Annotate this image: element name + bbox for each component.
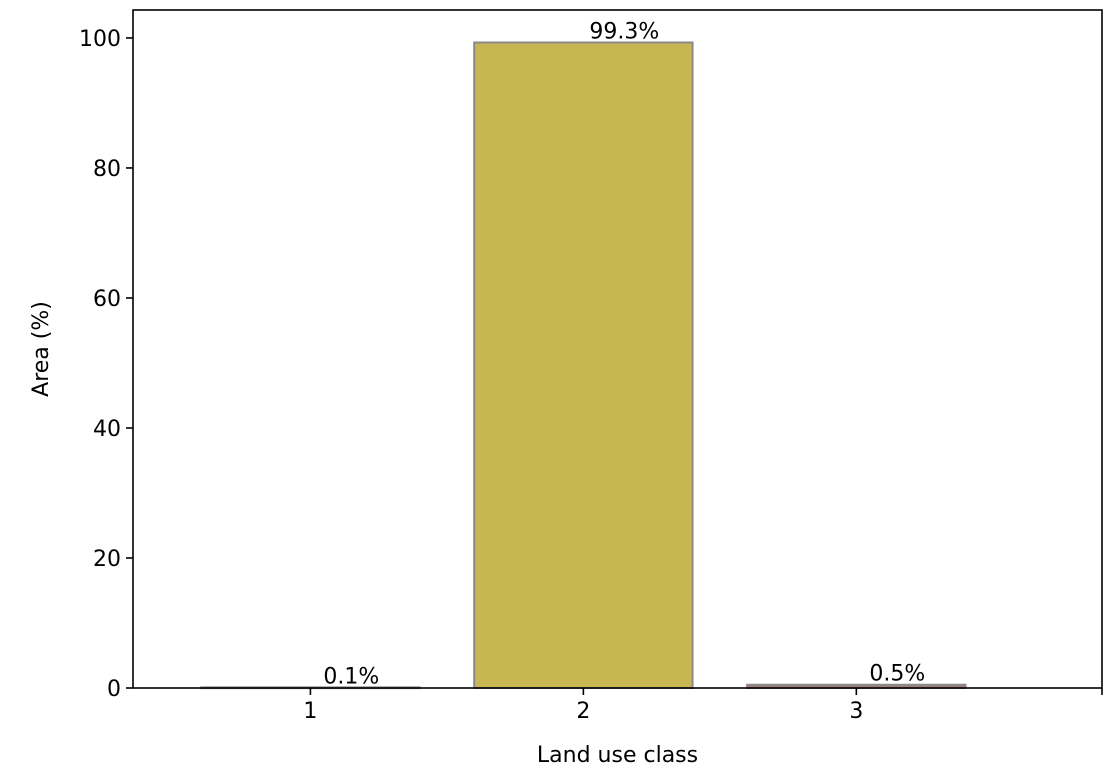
bar-value-label: 0.5%	[869, 662, 925, 687]
x-axis-ticks: 1 2 3	[303, 688, 1103, 724]
y-tick-label: 60	[93, 287, 121, 312]
y-tick-label: 20	[93, 547, 121, 572]
plot-frame	[132, 9, 1103, 689]
bar-value-label: 0.1%	[323, 664, 379, 689]
x-tick-label: 2	[576, 699, 590, 724]
y-tick-label: 100	[79, 27, 121, 52]
bar	[473, 41, 694, 690]
data-labels-group: 0.1% 99.3% 0.5%	[323, 20, 925, 690]
x-tick-label: 1	[303, 699, 317, 724]
x-tick-label: 3	[849, 699, 863, 724]
y-tick-label: 80	[93, 157, 121, 182]
y-tick-label: 0	[107, 677, 121, 702]
y-tick-label: 40	[93, 417, 121, 442]
y-axis-ticks: 0 20 40 60 80 100	[79, 27, 133, 702]
bar-value-label: 99.3%	[589, 20, 659, 45]
x-axis-label: Land use class	[537, 743, 698, 768]
axes-group	[132, 9, 1103, 689]
y-axis-label: Area (%)	[29, 301, 54, 397]
bars-group	[200, 41, 967, 690]
